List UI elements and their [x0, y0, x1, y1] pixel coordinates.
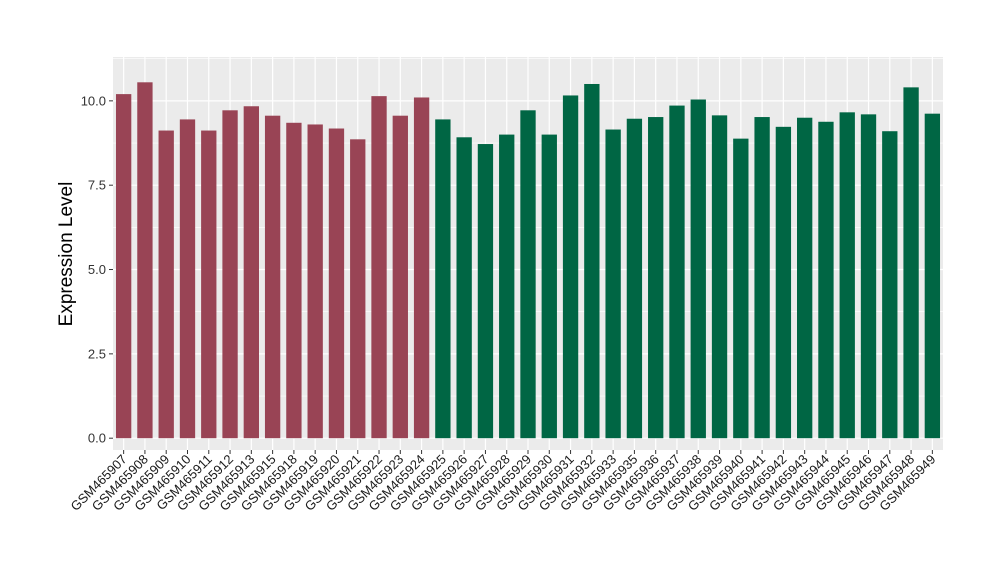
- y-axis: 0.0 2.5 5.0 7.5 10.0: [81, 93, 113, 446]
- bar-GSM465936: [648, 117, 664, 439]
- bar-GSM465911: [201, 130, 217, 439]
- bar-GSM465933: [605, 129, 621, 439]
- bar-GSM465930: [541, 134, 557, 439]
- y-axis-title: Expression Level: [56, 182, 77, 327]
- bar-GSM465938: [690, 99, 706, 439]
- bar-GSM465921: [350, 139, 366, 439]
- bar-GSM465932: [584, 83, 600, 439]
- bar-GSM465935: [626, 118, 643, 439]
- bar-GSM465909: [158, 130, 174, 439]
- bar-GSM465907: [115, 94, 132, 439]
- y-tick-label: 10.0: [81, 93, 106, 108]
- bar-GSM465929: [520, 110, 536, 439]
- bar-GSM465928: [499, 134, 515, 439]
- bar-GSM465912: [222, 110, 238, 439]
- bar-GSM465942: [775, 126, 792, 439]
- bar-GSM465937: [669, 105, 685, 439]
- bar-GSM465913: [243, 106, 259, 439]
- bar-GSM465943: [797, 117, 813, 439]
- bar-GSM465944: [818, 121, 834, 439]
- bar-GSM465941: [754, 117, 770, 439]
- bar-GSM465924: [413, 97, 430, 439]
- y-tick-label: 7.5: [88, 178, 106, 193]
- bar-GSM465946: [860, 114, 877, 439]
- bar-GSM465925: [435, 119, 451, 439]
- bar-GSM465910: [179, 119, 196, 439]
- bar-GSM465940: [733, 138, 749, 439]
- bar-GSM465920: [328, 128, 345, 439]
- y-tick-label: 2.5: [88, 346, 106, 361]
- bar-GSM465927: [477, 144, 494, 439]
- y-tick-label: 5.0: [88, 262, 106, 277]
- bar-GSM465949: [924, 113, 941, 439]
- bar-GSM465926: [456, 137, 472, 439]
- bar-GSM465947: [882, 131, 898, 439]
- bars: [115, 82, 941, 439]
- x-axis: GSM465907GSM465908GSM465909GSM465910GSM4…: [68, 450, 938, 514]
- bar-GSM465923: [392, 115, 408, 439]
- bar-GSM465931: [562, 95, 579, 439]
- bar-GSM465939: [711, 115, 728, 439]
- bar-GSM465915: [264, 115, 281, 439]
- bar-GSM465908: [137, 82, 153, 439]
- bar-GSM465922: [371, 96, 387, 439]
- bar-GSM465945: [839, 112, 855, 439]
- bar-GSM465948: [903, 87, 919, 439]
- bar-GSM465918: [286, 122, 302, 439]
- y-tick-label: 0.0: [88, 431, 106, 446]
- bar-GSM465919: [307, 124, 323, 439]
